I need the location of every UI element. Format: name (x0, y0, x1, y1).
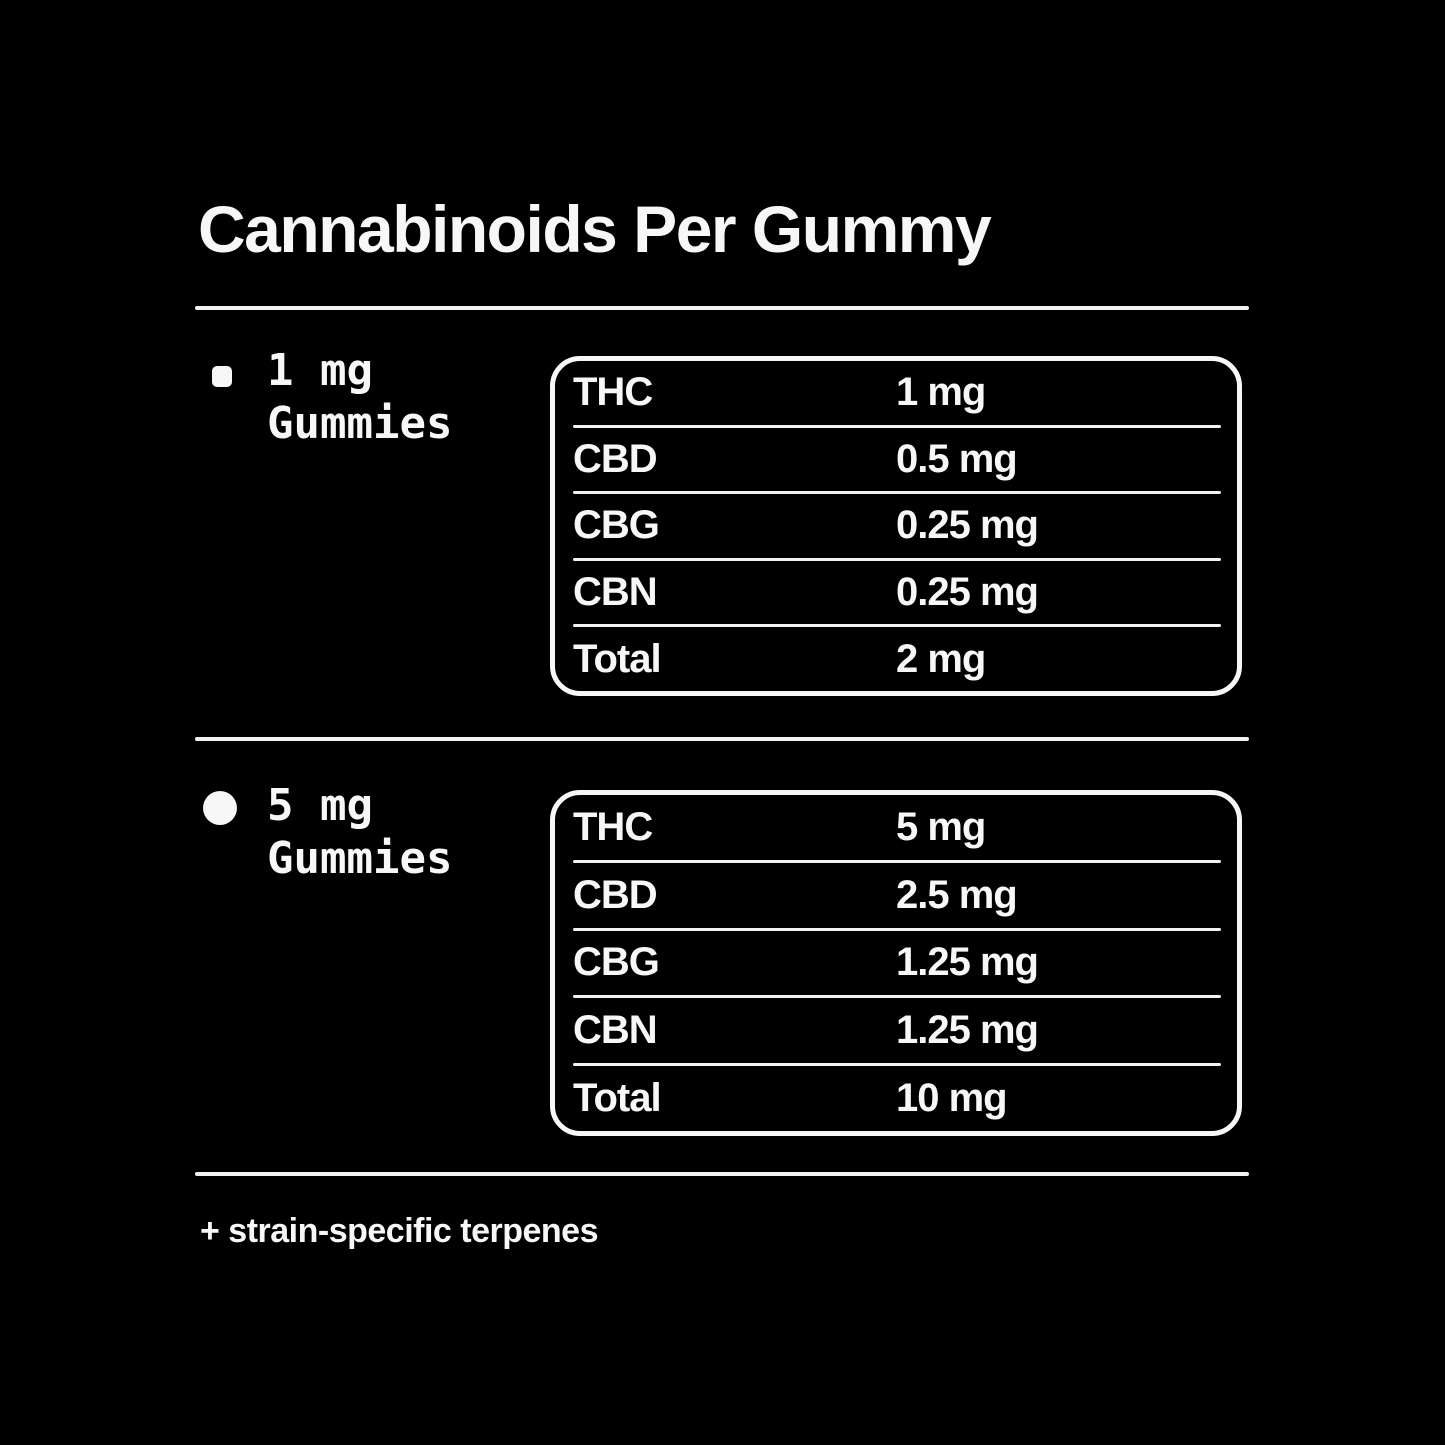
section-label-1mg-dose: 1 mg (267, 345, 373, 396)
section-label-1mg: 1 mg Gummies (267, 344, 452, 450)
cannabinoid-name: Total (573, 636, 662, 681)
cannabinoid-name: CBG (573, 940, 660, 985)
table-row: THC 1 mg (555, 361, 1237, 425)
cannabinoid-amount: 1.25 mg (896, 940, 1039, 985)
section-label-5mg-dose: 5 mg (267, 780, 373, 831)
row-divider (573, 1063, 1221, 1067)
terpenes-note: + strain-specific terpenes (200, 1212, 599, 1250)
square-bullet-icon (212, 366, 232, 387)
table-row: Total 2 mg (555, 627, 1237, 691)
section-divider-bottom (195, 1172, 1249, 1176)
section-label-5mg-product: Gummies (267, 833, 453, 884)
cannabinoid-name: CBD (573, 872, 658, 917)
row-divider (573, 624, 1221, 628)
cannabinoid-amount: 1 mg (896, 370, 986, 415)
section-divider-top (195, 306, 1249, 310)
table-row: Total 10 mg (555, 1066, 1237, 1131)
cannabinoid-amount: 10 mg (896, 1076, 1008, 1121)
row-divider (573, 927, 1221, 931)
cannabinoid-name: Total (573, 1076, 662, 1121)
cannabinoid-amount: 0.25 mg (896, 570, 1039, 615)
cannabinoid-name: CBN (573, 570, 658, 615)
page-title: Cannabinoids Per Gummy (198, 192, 992, 266)
cannabinoid-name: THC (573, 370, 653, 415)
cannabinoid-amount: 0.25 mg (896, 503, 1039, 548)
cannabinoid-amount: 2.5 mg (896, 872, 1018, 917)
cannabinoid-name: CBG (573, 503, 660, 548)
row-divider (573, 557, 1221, 561)
table-row: CBG 0.25 mg (555, 494, 1237, 558)
row-divider (573, 491, 1221, 495)
table-row: THC 5 mg (555, 795, 1237, 860)
circle-bullet-icon (203, 791, 237, 825)
table-row: CBN 1.25 mg (555, 998, 1237, 1063)
cannabinoid-amount: 0.5 mg (896, 436, 1018, 481)
cannabinoid-name: THC (573, 804, 653, 849)
row-divider (573, 424, 1221, 428)
cannabinoid-table-5mg: THC 5 mg CBD 2.5 mg CBG 1.25 mg CBN 1.25… (550, 790, 1242, 1136)
section-label-1mg-product: Gummies (267, 398, 453, 449)
table-row: CBN 0.25 mg (555, 561, 1237, 625)
section-divider-middle (195, 737, 1249, 741)
cannabinoid-name: CBN (573, 1008, 658, 1053)
cannabinoid-amount: 2 mg (896, 636, 986, 681)
table-row: CBG 1.25 mg (555, 931, 1237, 996)
cannabinoid-table-1mg: THC 1 mg CBD 0.5 mg CBG 0.25 mg CBN 0.25… (550, 356, 1242, 696)
section-label-5mg: 5 mg Gummies (267, 779, 452, 885)
cannabinoid-amount: 1.25 mg (896, 1008, 1039, 1053)
row-divider (573, 859, 1221, 863)
cannabinoid-amount: 5 mg (896, 804, 986, 849)
cannabinoid-name: CBD (573, 436, 658, 481)
table-row: CBD 0.5 mg (555, 428, 1237, 492)
table-row: CBD 2.5 mg (555, 863, 1237, 928)
row-divider (573, 995, 1221, 999)
